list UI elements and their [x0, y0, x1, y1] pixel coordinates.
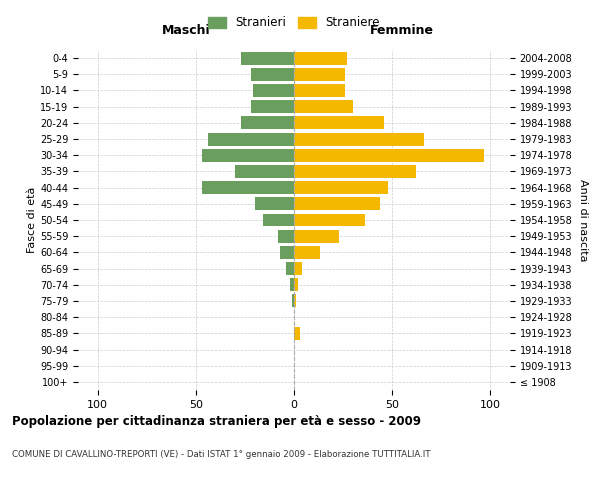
- Bar: [263, 214, 294, 226]
- Bar: [286, 262, 294, 275]
- Y-axis label: Fasce di età: Fasce di età: [27, 187, 37, 253]
- Bar: [294, 230, 339, 242]
- Bar: [290, 278, 294, 291]
- Y-axis label: Anni di nascita: Anni di nascita: [578, 179, 588, 261]
- Bar: [241, 116, 294, 130]
- Bar: [251, 100, 294, 113]
- Legend: Stranieri, Straniere: Stranieri, Straniere: [203, 12, 385, 34]
- Bar: [294, 84, 345, 97]
- Bar: [241, 52, 294, 64]
- Bar: [294, 68, 345, 81]
- Bar: [294, 149, 484, 162]
- Bar: [235, 165, 294, 178]
- Bar: [278, 230, 294, 242]
- Text: Femmine: Femmine: [370, 24, 434, 37]
- Bar: [208, 132, 294, 145]
- Bar: [255, 198, 294, 210]
- Bar: [294, 278, 298, 291]
- Text: Maschi: Maschi: [161, 24, 211, 37]
- Bar: [202, 149, 294, 162]
- Text: COMUNE DI CAVALLINO-TREPORTI (VE) - Dati ISTAT 1° gennaio 2009 - Elaborazione TU: COMUNE DI CAVALLINO-TREPORTI (VE) - Dati…: [12, 450, 431, 459]
- Bar: [253, 84, 294, 97]
- Bar: [294, 181, 388, 194]
- Bar: [294, 52, 347, 64]
- Bar: [294, 214, 365, 226]
- Bar: [251, 68, 294, 81]
- Bar: [294, 246, 320, 259]
- Bar: [294, 165, 416, 178]
- Bar: [202, 181, 294, 194]
- Bar: [294, 198, 380, 210]
- Bar: [294, 132, 424, 145]
- Bar: [294, 116, 385, 130]
- Bar: [294, 294, 296, 308]
- Bar: [292, 294, 294, 308]
- Bar: [280, 246, 294, 259]
- Bar: [294, 100, 353, 113]
- Bar: [294, 262, 302, 275]
- Text: Popolazione per cittadinanza straniera per età e sesso - 2009: Popolazione per cittadinanza straniera p…: [12, 415, 421, 428]
- Bar: [294, 327, 300, 340]
